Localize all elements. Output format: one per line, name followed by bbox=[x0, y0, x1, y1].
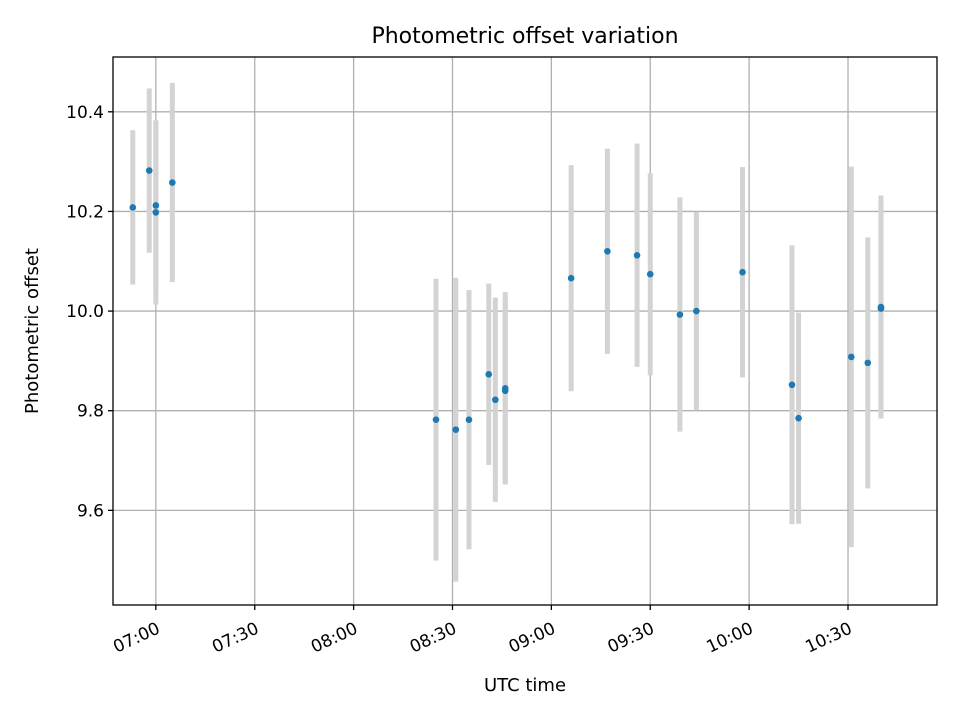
data-point bbox=[788, 381, 796, 389]
y-tick-label: 10.0 bbox=[66, 302, 104, 322]
data-point bbox=[848, 353, 855, 361]
data-point bbox=[169, 179, 176, 186]
data-point bbox=[604, 247, 611, 255]
data-point bbox=[633, 251, 641, 259]
x-tick-label: 08:00 bbox=[308, 619, 361, 658]
data-point bbox=[129, 204, 137, 211]
data-point bbox=[452, 426, 460, 433]
data-point bbox=[465, 416, 473, 423]
grid-layer bbox=[113, 57, 937, 605]
x-tick-label: 08:30 bbox=[407, 619, 460, 658]
x-tick-label: 07:00 bbox=[110, 619, 163, 658]
data-point bbox=[693, 307, 700, 315]
x-axis-label: UTC time bbox=[484, 675, 566, 696]
data-point bbox=[864, 359, 872, 367]
data-point bbox=[485, 371, 493, 378]
data-point bbox=[492, 396, 499, 404]
data-point bbox=[676, 311, 684, 318]
data-point bbox=[145, 167, 153, 174]
data-point bbox=[152, 202, 160, 209]
data-point bbox=[795, 414, 802, 422]
data-layer bbox=[129, 82, 885, 582]
x-tick-label: 09:30 bbox=[605, 619, 658, 658]
y-tick-label: 9.8 bbox=[77, 402, 104, 422]
y-tick-label: 10.4 bbox=[66, 103, 104, 123]
data-point bbox=[739, 268, 746, 276]
x-tick-label: 09:00 bbox=[506, 619, 559, 658]
x-tick-label: 07:30 bbox=[209, 619, 262, 658]
data-point bbox=[646, 270, 654, 278]
data-point bbox=[877, 305, 885, 312]
data-point bbox=[432, 416, 440, 423]
plot-frame bbox=[112, 56, 938, 606]
x-tick-label: 10:30 bbox=[802, 619, 855, 658]
chart-title: Photometric offset variation bbox=[371, 24, 678, 49]
y-axis-label: Photometric offset bbox=[22, 248, 43, 414]
data-point bbox=[501, 384, 509, 392]
y-tick-label: 10.2 bbox=[66, 202, 104, 222]
y-tick-label: 9.6 bbox=[77, 501, 104, 521]
data-point bbox=[152, 209, 160, 216]
data-point bbox=[567, 274, 575, 282]
x-tick-label: 10:00 bbox=[704, 619, 757, 658]
tick-layer: 07:00 07:30 08:00 08:30 09:00 09:30 10:00 10:30… bbox=[66, 103, 855, 658]
